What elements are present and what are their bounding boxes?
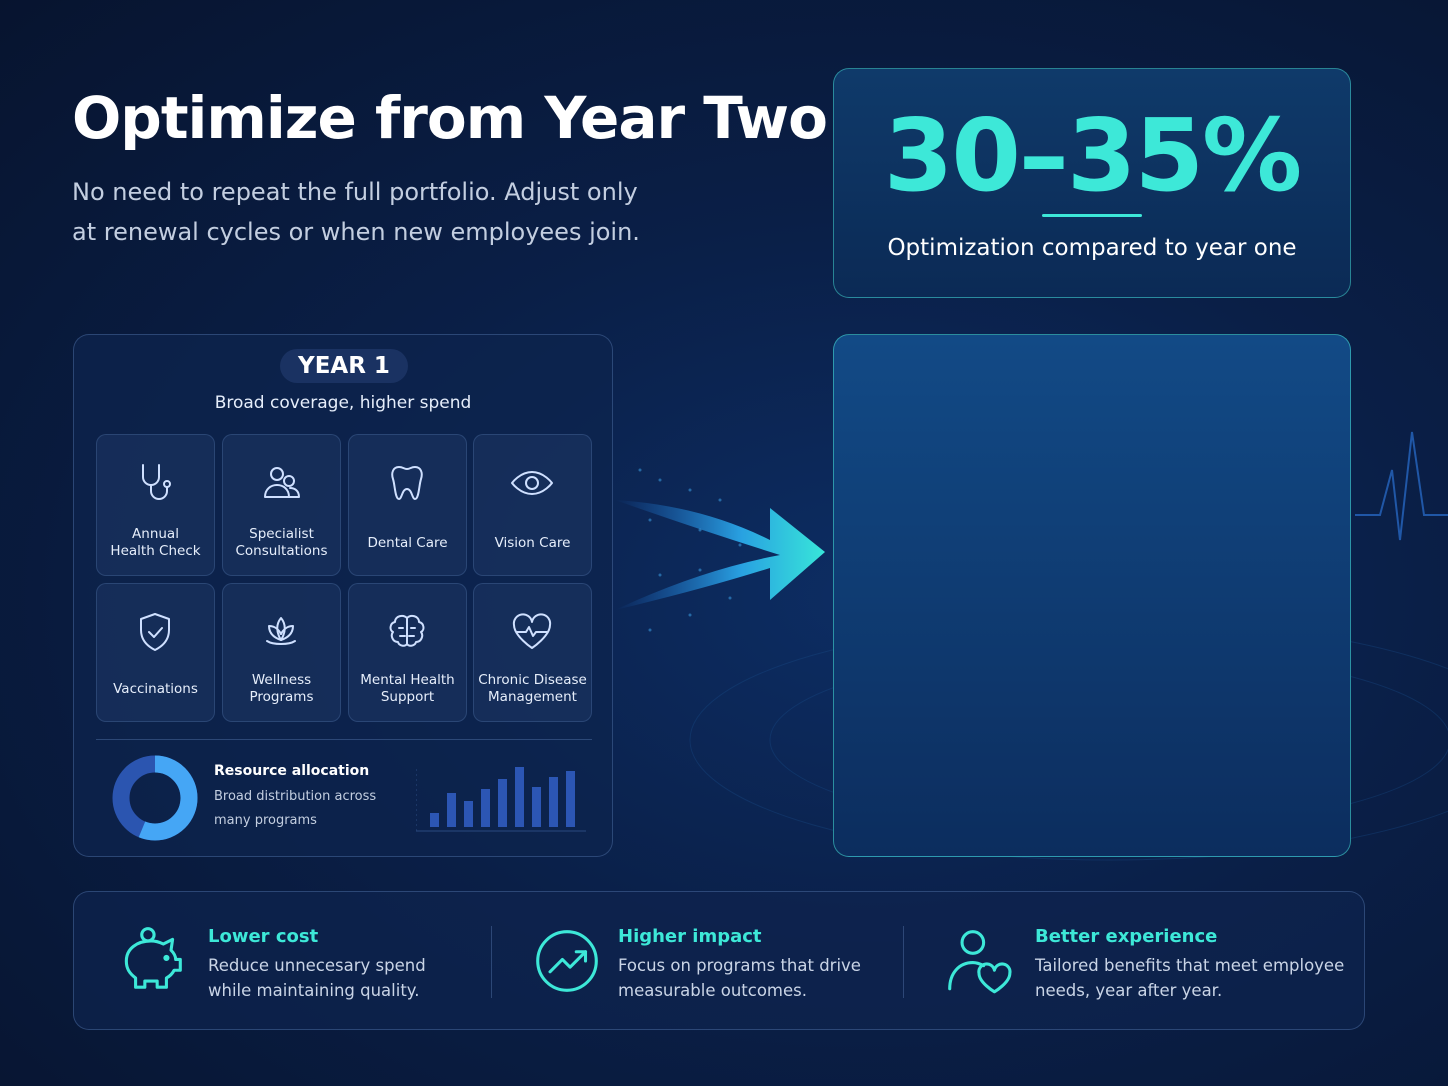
icon bbox=[140, 613, 170, 651]
program-tile: Specialist Consultations bbox=[222, 434, 341, 576]
tile-label: Vision Care bbox=[474, 523, 591, 563]
subtitle-line: at renewal cycles or when new employees … bbox=[72, 218, 640, 246]
program-tile: Vaccinations bbox=[96, 583, 215, 722]
program-tile: Chronic Disease Management bbox=[473, 583, 592, 722]
tile-label: Dental Care bbox=[349, 523, 466, 563]
program-tile: Wellness Programs bbox=[222, 583, 341, 722]
tile-label: Vaccinations bbox=[97, 669, 214, 709]
benefit-title: Better experience bbox=[1035, 926, 1218, 947]
benefit-text: needs, year after year. bbox=[1035, 981, 1223, 1000]
icon bbox=[389, 614, 425, 647]
separator bbox=[903, 926, 904, 998]
tile-icon bbox=[508, 459, 556, 511]
allocation-title: Resource allocation bbox=[214, 763, 370, 779]
benefit-title: Higher impact bbox=[618, 926, 762, 947]
subtitle: No need to repeat the full portfolio. Ad… bbox=[72, 172, 640, 252]
icon bbox=[536, 930, 598, 992]
tile-label: Mental Health Support bbox=[349, 669, 466, 709]
tile-label-line: Dental Care bbox=[367, 534, 448, 551]
year1-panel: YEAR 1 Broad coverage, higher spend Annual… bbox=[73, 334, 613, 857]
tile-label-line: Programs bbox=[249, 689, 314, 705]
tile-icon bbox=[257, 459, 305, 511]
tile-label-line: Management bbox=[488, 689, 577, 705]
benefit-icon bbox=[942, 924, 1016, 1002]
tile-label-line: Mental Health bbox=[360, 672, 455, 688]
bar-graphic bbox=[415, 767, 586, 832]
program-tile: Mental Health Support bbox=[348, 583, 467, 722]
icon bbox=[391, 466, 423, 500]
stat-divider bbox=[1042, 214, 1142, 217]
icon bbox=[948, 930, 1012, 994]
benefit-text: while maintaining quality. bbox=[208, 981, 420, 1000]
year2-panel bbox=[833, 334, 1351, 857]
stat-card: 30–35% Optimization compared to year one bbox=[833, 68, 1351, 298]
tile-label-line: Vaccinations bbox=[113, 680, 198, 697]
allocation-text: Broad distribution across bbox=[214, 789, 377, 804]
title: Optimize from Year Two bbox=[72, 84, 828, 152]
tile-label-line: Specialist bbox=[249, 526, 314, 542]
icon bbox=[511, 471, 553, 495]
donut-chart bbox=[112, 755, 198, 841]
tile-label-line: Vision Care bbox=[494, 534, 571, 551]
allocation-text: many programs bbox=[214, 813, 317, 828]
separator bbox=[491, 926, 492, 998]
bar-graphic bbox=[415, 765, 586, 839]
icon bbox=[142, 464, 171, 500]
benefit-icon bbox=[114, 924, 188, 1002]
stat-value: 30–35% bbox=[883, 97, 1303, 214]
benefit-text: Reduce unnecesary spend bbox=[208, 956, 426, 975]
tile-label: Specialist Consultations bbox=[223, 523, 340, 563]
tile-icon bbox=[131, 608, 179, 660]
year-badge: YEAR 1 bbox=[280, 349, 408, 383]
tile-icon bbox=[257, 608, 305, 660]
tile-icon bbox=[508, 608, 556, 660]
tile-label-line: Chronic Disease bbox=[478, 672, 587, 688]
icon bbox=[512, 613, 552, 649]
benefit-title: Lower cost bbox=[208, 926, 319, 947]
benefits-bar: Lower cost Reduce unnecesary spend while m… bbox=[73, 891, 1365, 1030]
stat-caption: Optimization compared to year one bbox=[887, 235, 1297, 261]
tile-label: Chronic Disease Management bbox=[474, 669, 591, 709]
benefit-text: Tailored benefits that meet employee bbox=[1035, 956, 1345, 975]
tile-label: Annual Health Check bbox=[97, 523, 214, 563]
tile-icon bbox=[383, 459, 431, 511]
benefit-text: Focus on programs that drive bbox=[618, 956, 861, 975]
tile-label-line: Annual bbox=[132, 526, 179, 542]
icon bbox=[124, 927, 182, 989]
subtitle-line: No need to repeat the full portfolio. Ad… bbox=[72, 178, 638, 206]
benefit-icon bbox=[530, 924, 604, 1002]
tile-label-line: Support bbox=[380, 689, 435, 705]
tile-icon bbox=[383, 608, 431, 660]
program-tile: Vision Care bbox=[473, 434, 592, 576]
year-subtitle: Broad coverage, higher spend bbox=[214, 393, 472, 413]
tile-icon bbox=[131, 459, 179, 511]
program-tile: Annual Health Check bbox=[96, 434, 215, 576]
tile-label-line: Health Check bbox=[110, 543, 201, 559]
tile-label: Wellness Programs bbox=[223, 669, 340, 709]
donut bbox=[110, 753, 200, 847]
icon bbox=[264, 467, 300, 498]
tile-label-line: Consultations bbox=[235, 543, 328, 559]
divider bbox=[96, 739, 592, 740]
icon bbox=[266, 617, 296, 645]
tile-label-line: Wellness bbox=[251, 672, 312, 688]
program-tile: Dental Care bbox=[348, 434, 467, 576]
benefit-text: measurable outcomes. bbox=[618, 981, 807, 1000]
